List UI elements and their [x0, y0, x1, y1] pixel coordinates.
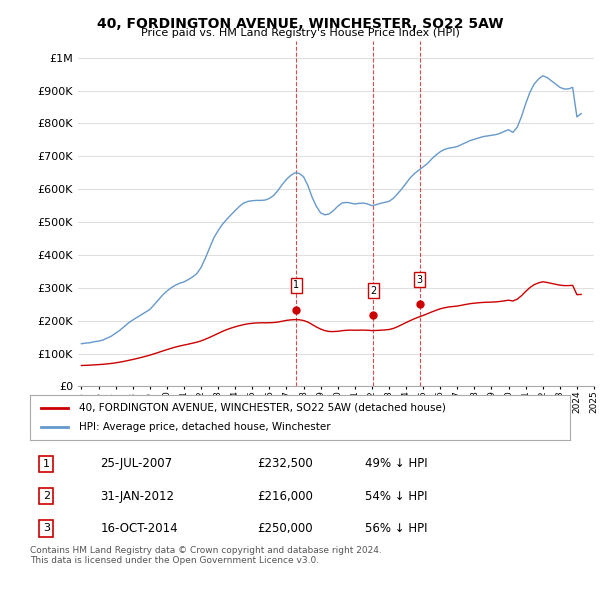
Text: 16-OCT-2014: 16-OCT-2014	[100, 522, 178, 535]
Text: Price paid vs. HM Land Registry's House Price Index (HPI): Price paid vs. HM Land Registry's House …	[140, 28, 460, 38]
Text: Contains HM Land Registry data © Crown copyright and database right 2024.
This d: Contains HM Land Registry data © Crown c…	[30, 546, 382, 565]
Text: £216,000: £216,000	[257, 490, 313, 503]
Text: £232,500: £232,500	[257, 457, 313, 470]
Text: 31-JAN-2012: 31-JAN-2012	[100, 490, 174, 503]
Text: £250,000: £250,000	[257, 522, 313, 535]
Text: 54% ↓ HPI: 54% ↓ HPI	[365, 490, 427, 503]
Text: 3: 3	[416, 274, 422, 284]
Text: 3: 3	[43, 523, 50, 533]
Text: 49% ↓ HPI: 49% ↓ HPI	[365, 457, 427, 470]
Text: 40, FORDINGTON AVENUE, WINCHESTER, SO22 5AW: 40, FORDINGTON AVENUE, WINCHESTER, SO22 …	[97, 17, 503, 31]
Text: 40, FORDINGTON AVENUE, WINCHESTER, SO22 5AW (detached house): 40, FORDINGTON AVENUE, WINCHESTER, SO22 …	[79, 403, 445, 412]
Text: 2: 2	[370, 286, 376, 296]
Text: HPI: Average price, detached house, Winchester: HPI: Average price, detached house, Winc…	[79, 422, 330, 432]
Text: 1: 1	[43, 459, 50, 469]
Text: 2: 2	[43, 491, 50, 501]
Text: 25-JUL-2007: 25-JUL-2007	[100, 457, 172, 470]
Text: 56% ↓ HPI: 56% ↓ HPI	[365, 522, 427, 535]
Text: 1: 1	[293, 280, 299, 290]
